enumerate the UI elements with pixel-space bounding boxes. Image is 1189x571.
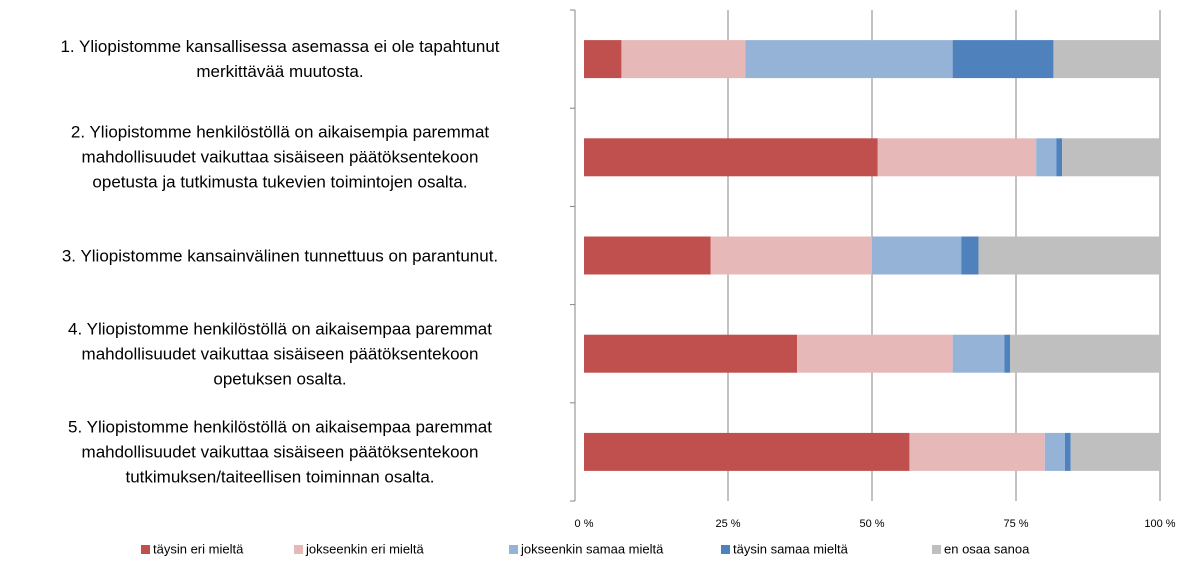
legend-label: en osaa sanoa bbox=[944, 541, 1030, 556]
legend-label: täysin eri mieltä bbox=[153, 541, 244, 556]
legend-swatch bbox=[141, 545, 150, 554]
legend-label: täysin samaa mieltä bbox=[733, 541, 849, 556]
bar-segment bbox=[1062, 138, 1160, 177]
bar-segment bbox=[1070, 432, 1160, 471]
legend-swatch bbox=[509, 545, 518, 554]
bar-segment bbox=[877, 138, 1037, 177]
bar-segment bbox=[584, 236, 711, 275]
bar-segment bbox=[952, 40, 1054, 79]
bar-segment bbox=[978, 236, 1160, 275]
x-tick-label: 25 % bbox=[715, 518, 740, 530]
bar-segment bbox=[584, 334, 798, 373]
x-tick-label: 100 % bbox=[1144, 518, 1175, 530]
bar-segment bbox=[745, 40, 953, 79]
bar-segment bbox=[797, 334, 953, 373]
bar-segment bbox=[1044, 432, 1065, 471]
bar-segment bbox=[584, 138, 878, 177]
bar-segment bbox=[1010, 334, 1160, 373]
category-label: 5. Yliopistomme henkilöstöllä on aikaise… bbox=[68, 417, 492, 487]
x-tick-label: 0 % bbox=[575, 518, 594, 530]
bar-segment bbox=[1004, 334, 1011, 373]
bar-segment bbox=[1064, 432, 1071, 471]
legend-label: jokseenkin eri mieltä bbox=[305, 541, 425, 556]
bar-segment bbox=[584, 432, 910, 471]
bar-segment bbox=[1036, 138, 1057, 177]
bar-segment bbox=[872, 236, 962, 275]
x-tick-label: 75 % bbox=[1003, 518, 1028, 530]
category-label: 4. Yliopistomme henkilöstöllä on aikaise… bbox=[68, 319, 492, 389]
bar-segment bbox=[952, 334, 1005, 373]
category-label: 3. Yliopistomme kansainvälinen tunnettuu… bbox=[61, 246, 499, 265]
bar-segment bbox=[710, 236, 872, 275]
bar-segment bbox=[909, 432, 1045, 471]
bar-segment bbox=[961, 236, 979, 275]
legend-swatch bbox=[294, 545, 303, 554]
bar-segment bbox=[584, 40, 622, 79]
legend-label: jokseenkin samaa mieltä bbox=[520, 541, 664, 556]
legend-swatch bbox=[721, 545, 730, 554]
bar-segment bbox=[1056, 138, 1063, 177]
category-label: 2. Yliopistomme henkilöstöllä on aikaise… bbox=[70, 122, 490, 192]
x-tick-label: 50 % bbox=[859, 518, 884, 530]
category-label: 1. Yliopistomme kansallisessa asemassa e… bbox=[60, 37, 500, 82]
legend-swatch bbox=[932, 545, 941, 554]
bar-segment bbox=[621, 40, 746, 79]
bar-segment bbox=[1053, 40, 1160, 79]
